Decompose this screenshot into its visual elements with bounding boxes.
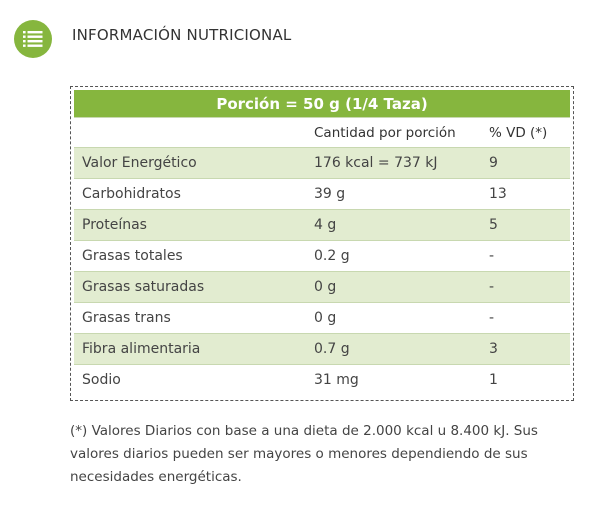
nutrient-dv: - bbox=[481, 240, 570, 272]
footnote: (*) Valores Diarios con base a una dieta… bbox=[70, 423, 538, 485]
nutrient-name: Valor Energético bbox=[74, 147, 306, 179]
table-row: Grasas saturadas 0 g - bbox=[74, 271, 570, 303]
nutrient-amount: 0 g bbox=[306, 302, 481, 334]
nutrient-amount: 0.2 g bbox=[306, 240, 481, 272]
column-header-dv: % VD (*) bbox=[481, 117, 570, 148]
nutrient-name: Proteínas bbox=[74, 209, 306, 241]
nutrient-name: Grasas totales bbox=[74, 240, 306, 272]
nutrition-table: Porción = 50 g (1/4 Taza) Cantidad por p… bbox=[74, 90, 570, 395]
nutrient-dv: 3 bbox=[481, 333, 570, 365]
nutrient-name: Fibra alimentaria bbox=[74, 333, 306, 365]
table-row: Proteínas 4 g 5 bbox=[74, 209, 570, 241]
table-row: Carbohidratos 39 g 13 bbox=[74, 178, 570, 210]
nutrient-dv: 5 bbox=[481, 209, 570, 241]
nutrient-amount: 4 g bbox=[306, 209, 481, 241]
nutrient-dv: 13 bbox=[481, 178, 570, 210]
nutrient-amount: 31 mg bbox=[306, 364, 481, 395]
nutrient-amount: 0.7 g bbox=[306, 333, 481, 365]
nutrient-dv: 1 bbox=[481, 364, 570, 395]
nutrient-dv: 9 bbox=[481, 147, 570, 179]
nutrient-dv: - bbox=[481, 271, 570, 303]
nutrient-amount: 0 g bbox=[306, 271, 481, 303]
column-header-nutrient bbox=[74, 117, 306, 148]
column-header-amount: Cantidad por porción bbox=[306, 117, 481, 148]
nutrient-name: Grasas saturadas bbox=[74, 271, 306, 303]
nutrient-amount: 39 g bbox=[306, 178, 481, 210]
section-header: INFORMACIÓN NUTRICIONAL bbox=[14, 20, 292, 58]
table-row: Fibra alimentaria 0.7 g 3 bbox=[74, 333, 570, 365]
column-header-row: Cantidad por porción % VD (*) bbox=[74, 117, 570, 148]
nutrient-name: Sodio bbox=[74, 364, 306, 395]
nutrient-dv: - bbox=[481, 302, 570, 334]
page-title: INFORMACIÓN NUTRICIONAL bbox=[72, 26, 292, 44]
list-icon bbox=[14, 20, 52, 58]
table-row: Grasas totales 0.2 g - bbox=[74, 240, 570, 272]
portion-header: Porción = 50 g (1/4 Taza) bbox=[74, 90, 570, 118]
nutrient-name: Carbohidratos bbox=[74, 178, 306, 210]
nutrient-amount: 176 kcal = 737 kJ bbox=[306, 147, 481, 179]
table-row: Valor Energético 176 kcal = 737 kJ 9 bbox=[74, 147, 570, 179]
table-row: Grasas trans 0 g - bbox=[74, 302, 570, 334]
table-row: Sodio 31 mg 1 bbox=[74, 364, 570, 395]
nutrition-table-box: Porción = 50 g (1/4 Taza) Cantidad por p… bbox=[70, 86, 574, 401]
nutrient-name: Grasas trans bbox=[74, 302, 306, 334]
